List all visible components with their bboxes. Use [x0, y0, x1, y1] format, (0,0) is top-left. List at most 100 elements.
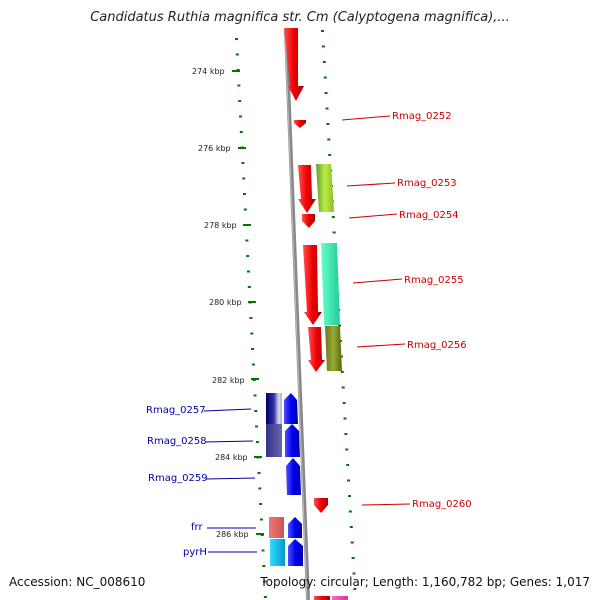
ring-dot [338, 324, 342, 327]
gene-arrow-rmag-0260 [314, 498, 328, 513]
ring-dot [235, 38, 238, 40]
genome-stats-text: Topology: circular; Length: 1,160,782 bp… [260, 575, 590, 589]
ring-dot [243, 208, 247, 211]
gene-label: Rmag_0257 [146, 405, 206, 416]
gene-label: frr [191, 522, 203, 533]
gene-block-rmag-0258 [266, 424, 282, 457]
ring-dot [257, 472, 261, 474]
ring-dot [321, 45, 325, 48]
ring-dot [324, 92, 328, 94]
gene-label: pyrH [183, 547, 207, 558]
ring-dot [342, 402, 346, 404]
ring-dot [321, 30, 324, 32]
tick-label: 278 kbp [204, 221, 237, 230]
gene-block-bottom-red [314, 596, 330, 600]
gene-label: Rmag_0253 [397, 178, 457, 189]
gene-label: Rmag_0259 [148, 473, 208, 484]
ring-dot [327, 138, 331, 141]
ring-dot [245, 239, 249, 242]
map-title: Candidatus Ruthia magnifica str. Cm (Cal… [90, 10, 510, 25]
reverse-strand-genes [266, 393, 303, 566]
ring-dot [259, 503, 263, 505]
gene-arrow-frr [288, 517, 302, 538]
gene-block-bottom-pink [332, 596, 348, 600]
tick-label: 286 kbp [216, 530, 249, 539]
ring-dot [341, 386, 345, 389]
ring-dot [352, 572, 356, 575]
gene-block-rmag-0257 [266, 393, 282, 424]
gene-arrow-rmag-0258 [285, 424, 300, 457]
ring-dot [332, 231, 336, 234]
tick-label: 280 kbp [209, 298, 242, 307]
tick-label: 284 kbp [215, 453, 248, 462]
ring-dot [237, 84, 241, 87]
ring-dot [348, 495, 351, 497]
ring-dot [241, 162, 245, 164]
tick-label: 274 kbp [192, 67, 225, 76]
ring-dot [259, 518, 263, 521]
ring-dot [331, 216, 335, 218]
outer-track-genes [314, 164, 348, 600]
tick-label: 282 kbp [212, 376, 245, 385]
gene-arrow-rmag-0255 [303, 245, 322, 325]
gene-arrow [284, 28, 304, 101]
genome-backbone [284, 29, 310, 600]
gene-block-rmag-0253-partner [316, 164, 334, 212]
gene-label: Rmag_0256 [407, 340, 467, 351]
ring-dot [242, 177, 246, 180]
ring-dot [253, 394, 257, 397]
gene-label: Rmag_0260 [412, 499, 472, 510]
ring-dot [263, 580, 267, 583]
ring-dot [239, 131, 243, 133]
gene-label: Rmag_0255 [404, 275, 464, 286]
gene-arrow-rmag-0253 [298, 165, 316, 213]
ring-dot [353, 588, 357, 590]
ring-dot [340, 371, 344, 373]
ring-dot [261, 549, 265, 552]
ring-dot [343, 417, 347, 420]
ring-dot [246, 255, 250, 257]
ring-dot [255, 425, 259, 428]
ring-dot [347, 479, 351, 482]
ring-dot [328, 154, 332, 156]
gene-label: Rmag_0252 [392, 111, 452, 122]
gene-label: Rmag_0254 [399, 210, 459, 221]
gene-arrow-rmag-0259 [286, 458, 301, 495]
ring-dot [344, 433, 348, 435]
ring-dot [326, 123, 330, 125]
ring-dot [243, 193, 246, 195]
gene-block-rmag-0255-partner [321, 243, 340, 325]
ring-dot [250, 332, 254, 335]
ring-dot [247, 270, 250, 273]
left-gene-labels: Rmag_0257 Rmag_0258 Rmag_0259 frr pyrH [146, 405, 257, 558]
forward-strand-genes [284, 28, 328, 513]
gene-arrow-rmag-0254 [302, 214, 315, 228]
ring-dot [325, 107, 329, 110]
gene-arrow-rmag-0256 [308, 327, 325, 372]
kbp-ticks: 274 kbp 276 kbp 278 kbp 280 kbp 282 kbp … [192, 67, 264, 539]
ring-dot [349, 526, 353, 528]
gene-label: Rmag_0258 [147, 436, 207, 447]
tick-label: 276 kbp [198, 144, 231, 153]
gene-block-pyrh [270, 539, 285, 566]
ring-dot [351, 557, 355, 559]
gene-arrow-rmag-0257 [284, 393, 298, 424]
ring-dot [247, 286, 251, 288]
ring-dot [235, 53, 239, 56]
ring-dot [263, 596, 267, 598]
gene-arrow-rmag-0252 [294, 120, 306, 128]
ring-dot [350, 541, 354, 544]
ring-dot [251, 348, 255, 350]
ring-dot [239, 115, 242, 118]
gene-block-rmag-0256-partner [325, 326, 342, 371]
gene-arrow-pyrh [288, 539, 303, 566]
accession-text: Accession: NC_008610 [9, 575, 146, 589]
ring-dot [348, 510, 352, 513]
ring-dot [254, 410, 258, 412]
ring-dot [339, 355, 343, 358]
ring-dot [251, 363, 255, 366]
ring-dot [322, 61, 326, 63]
ring-dot [249, 317, 253, 319]
ring-dot [262, 565, 266, 567]
